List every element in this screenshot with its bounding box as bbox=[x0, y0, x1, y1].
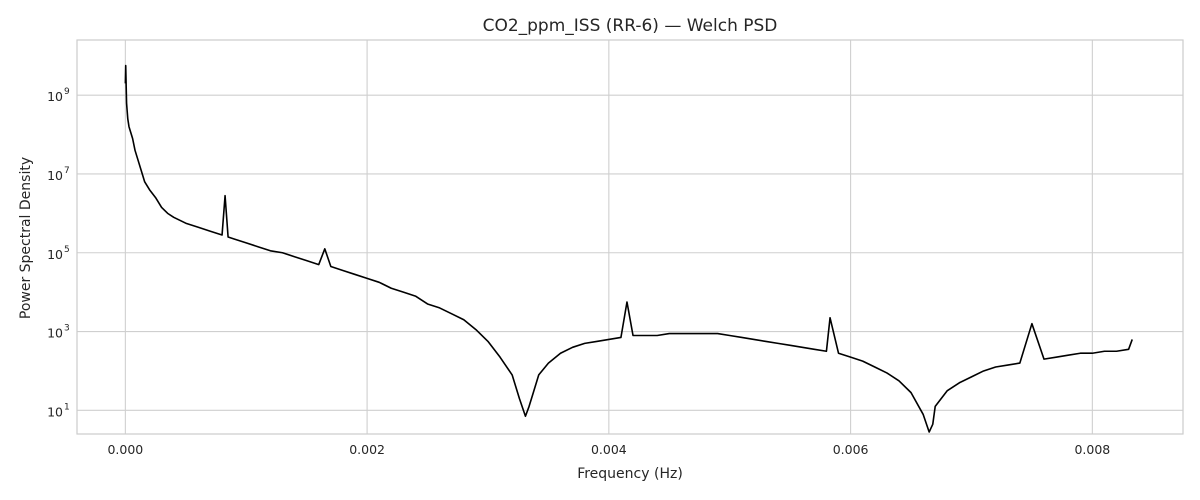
y-tick-label: 10 5 bbox=[47, 245, 70, 262]
y-tick-base: 10 bbox=[47, 404, 63, 419]
psd-series-line bbox=[124, 64, 1133, 433]
x-tick-label: 0.006 bbox=[833, 442, 869, 457]
y-tick-base: 10 bbox=[47, 89, 63, 104]
y-tick-base: 10 bbox=[47, 326, 63, 341]
grid bbox=[77, 40, 1183, 434]
y-tick-exponent: 5 bbox=[64, 245, 70, 255]
chart-title: CO2_ppm_ISS (RR-6) — Welch PSD bbox=[483, 16, 778, 36]
y-tick-exponent: 3 bbox=[64, 324, 70, 334]
x-tick-label: 0.002 bbox=[349, 442, 385, 457]
y-tick-label: 10 1 bbox=[47, 402, 70, 419]
plot-frame bbox=[76, 39, 1184, 435]
y-axis-label: Power Spectral Density bbox=[18, 157, 34, 319]
y-tick-base: 10 bbox=[47, 168, 63, 183]
y-tick-exponent: 1 bbox=[64, 402, 70, 412]
x-tick-label: 0.004 bbox=[591, 442, 627, 457]
y-tick-base: 10 bbox=[47, 247, 63, 262]
x-axis-label: Frequency (Hz) bbox=[577, 466, 683, 482]
x-tick-label: 0.000 bbox=[107, 442, 143, 457]
y-tick-label: 10 3 bbox=[47, 324, 70, 341]
x-axis-ticks: 0.000 0.002 0.004 0.006 0.008 bbox=[107, 442, 1110, 457]
y-tick-label: 10 7 bbox=[47, 166, 70, 183]
x-tick-label: 0.008 bbox=[1074, 442, 1110, 457]
y-tick-label: 10 9 bbox=[47, 87, 70, 104]
y-tick-exponent: 7 bbox=[64, 166, 70, 176]
y-tick-exponent: 9 bbox=[64, 87, 70, 97]
